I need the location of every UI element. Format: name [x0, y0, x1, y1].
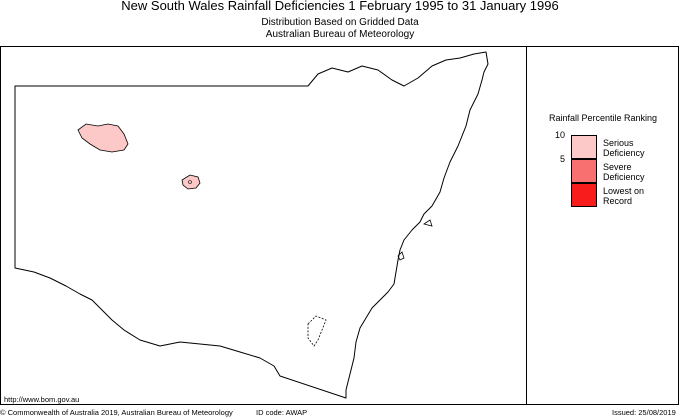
- legend-label-severe: Severe Deficiency: [603, 162, 673, 182]
- map-title: New South Wales Rainfall Deficiencies 1 …: [121, 0, 559, 13]
- deficiency-area-small: [181, 174, 201, 190]
- legend-tick-10: 10: [554, 130, 565, 140]
- legend-label-serious-line1: Serious: [603, 138, 634, 148]
- legend-label-lowest-line1: Lowest on: [603, 186, 645, 196]
- footer-copyright: © Commonwealth of Australia 2019, Austra…: [0, 408, 233, 417]
- footer-issued: Issued: 25/08/2019: [612, 408, 676, 417]
- nsw-map: [14, 51, 489, 399]
- coastal-inlet-2: [423, 219, 433, 227]
- nsw-state-outline: [14, 51, 489, 399]
- map-subtitle-agency: Australian Bureau of Meteorology: [265, 29, 415, 40]
- legend-label-lowest: Lowest on Record: [603, 186, 673, 206]
- act-outline: [307, 315, 327, 347]
- legend-label-serious: Serious Deficiency: [603, 138, 673, 158]
- legend-title: Rainfall Percentile Ranking: [548, 113, 658, 123]
- coastal-inlet: [397, 251, 405, 261]
- legend-divider: [526, 46, 527, 405]
- map-subtitle-distribution: Distribution Based on Gridded Data: [261, 17, 419, 28]
- deficiency-area-large: [77, 123, 129, 153]
- footer-id-code: ID code: AWAP: [256, 408, 308, 417]
- legend-label-lowest-line2: Record: [603, 196, 633, 206]
- legend-label-serious-line2: Deficiency: [603, 148, 645, 158]
- legend-swatch-lowest: [571, 183, 597, 207]
- legend-swatch-severe: [571, 159, 597, 183]
- legend-label-severe-line1: Severe: [603, 162, 632, 172]
- legend-label-severe-line2: Deficiency: [603, 172, 645, 182]
- legend-swatch-serious: [571, 135, 597, 159]
- map-frame: [0, 46, 679, 405]
- legend-tick-5: 5: [559, 154, 565, 164]
- deficiency-area-dot: [188, 180, 192, 184]
- footer-url: http://www.bom.gov.au: [4, 395, 80, 404]
